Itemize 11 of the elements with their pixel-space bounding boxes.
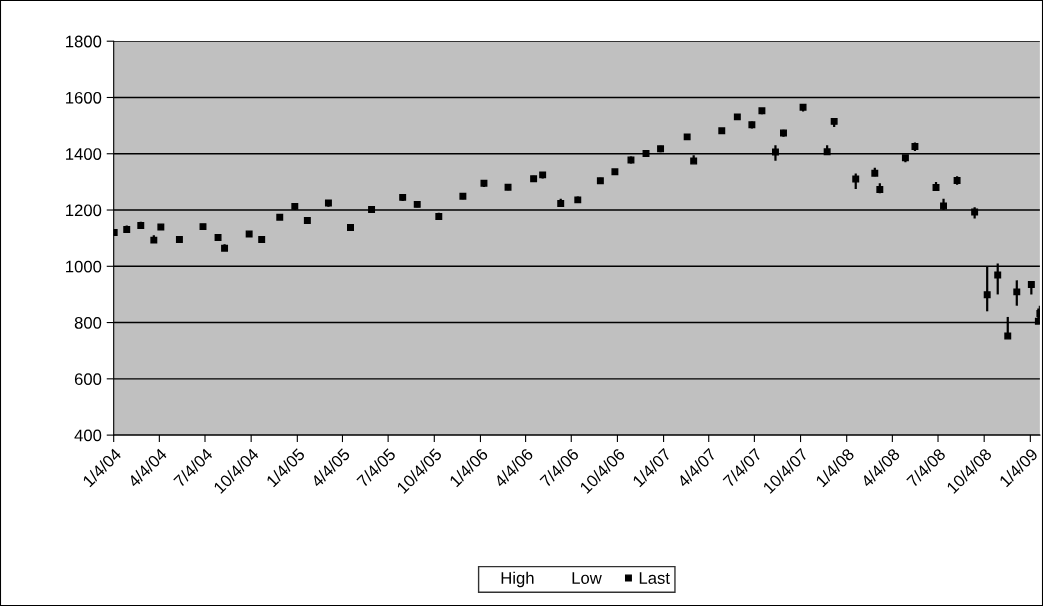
y-tick-label: 800: [74, 316, 102, 329]
y-tick-label: 1000: [66, 260, 102, 273]
y-tick-label: 1800: [66, 35, 102, 48]
y-tick-label: 1200: [66, 204, 102, 217]
y-tick-label: 1400: [66, 148, 102, 160]
text: Low: [572, 572, 602, 584]
y-tick-label: 400: [74, 429, 102, 442]
y-tick-label: 600: [74, 373, 102, 386]
legend-label: Last: [639, 572, 670, 584]
y-tick-label: 1600: [66, 91, 102, 104]
text: High: [501, 571, 534, 588]
